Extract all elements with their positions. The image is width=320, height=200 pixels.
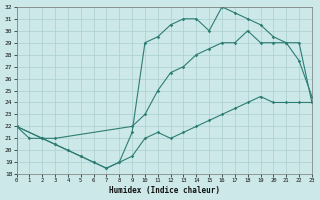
X-axis label: Humidex (Indice chaleur): Humidex (Indice chaleur) (109, 186, 220, 195)
